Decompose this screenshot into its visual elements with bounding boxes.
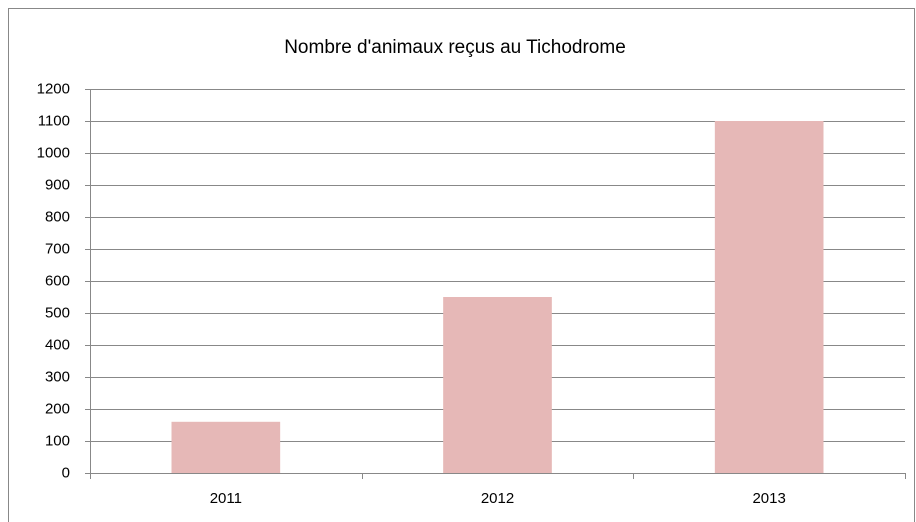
- y-tick-label: 800: [45, 208, 70, 225]
- y-tick-label: 300: [45, 368, 70, 385]
- x-tick-label: 2012: [481, 490, 514, 507]
- y-tick-label: 1200: [37, 80, 70, 97]
- y-tick-label: 1100: [38, 112, 70, 129]
- y-tick-label: 0: [62, 464, 70, 481]
- y-tick-label: 1000: [37, 144, 70, 161]
- y-tick-label: 400: [45, 336, 70, 353]
- y-tick-label: 900: [45, 176, 70, 193]
- bar: [714, 121, 824, 473]
- bar: [171, 421, 281, 473]
- chart-title: Nombre d'animaux reçus au Tichodrome: [284, 37, 626, 58]
- x-tick-label: 2011: [210, 490, 242, 507]
- y-tick-label: 500: [45, 304, 70, 321]
- x-tick-label: 2013: [752, 490, 785, 507]
- y-tick-label: 100: [45, 432, 70, 449]
- y-tick-label: 200: [45, 400, 70, 417]
- y-tick-label: 700: [45, 240, 70, 257]
- bar: [443, 297, 552, 473]
- y-tick-label: 600: [45, 272, 70, 289]
